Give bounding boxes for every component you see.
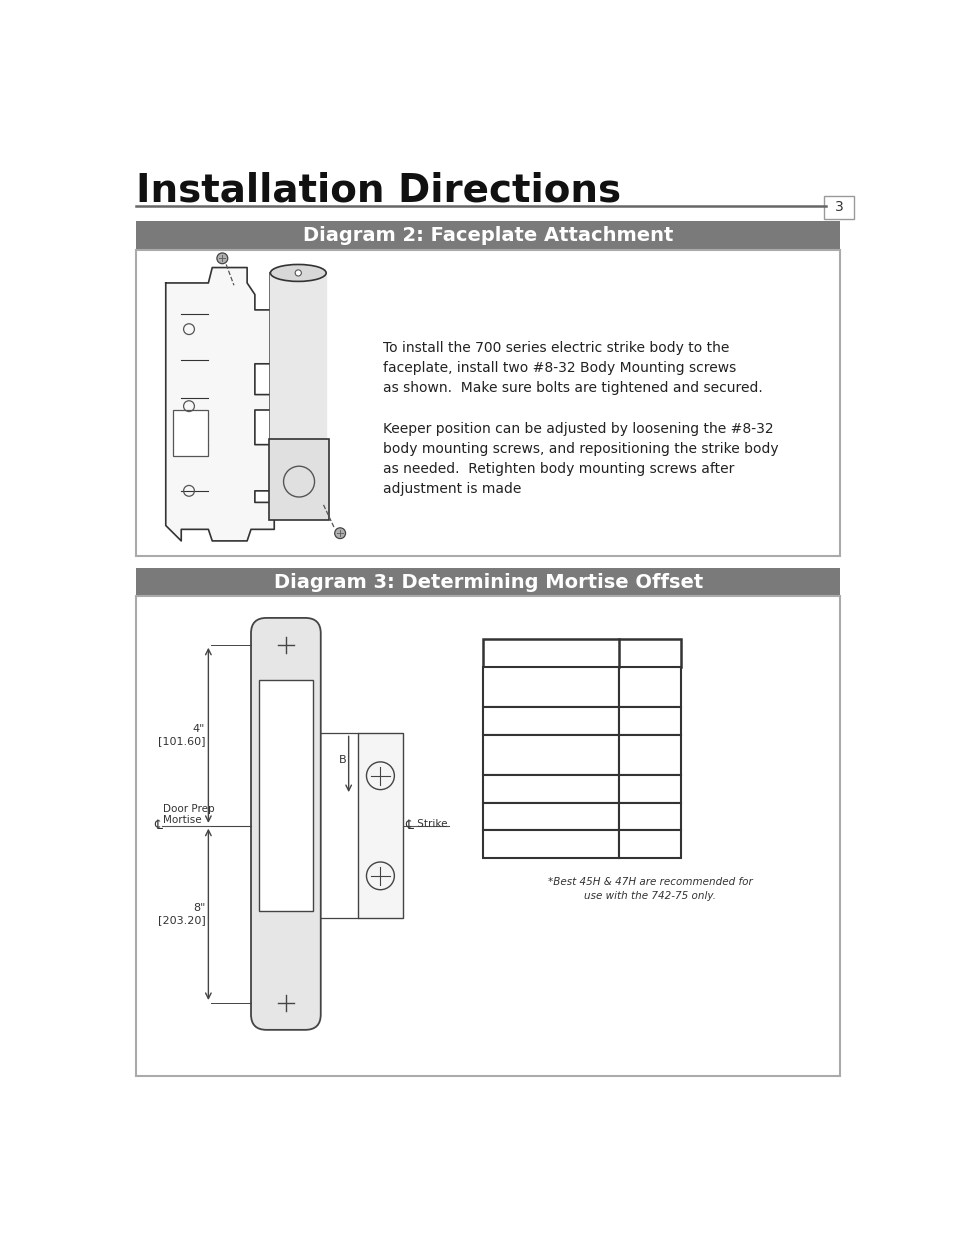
Text: *Best 45H & 47H are recommended for
use with the 742-75 only.: *Best 45H & 47H are recommended for use … [547,877,752,900]
Bar [173,410,208,456]
Bar [618,803,680,830]
Bar [483,667,618,708]
Text: YALE (8700): YALE (8700) [511,810,591,823]
Bar [618,708,680,735]
Circle shape [294,270,301,275]
Text: Strike: Strike [414,819,447,829]
Text: B: B [338,756,346,766]
Circle shape [335,527,345,538]
Bar [136,249,840,556]
Text: BEST 34H-37H: BEST 34H-37H [502,715,598,727]
Text: 3 /4": 3 /4" [634,782,665,795]
Bar [823,196,853,219]
Ellipse shape [270,264,326,282]
Text: 8"
[203.20]: 8" [203.20] [157,903,205,925]
Text: ℄: ℄ [153,819,162,832]
Bar [357,734,402,918]
Bar [269,440,329,520]
Bar [136,597,840,1076]
Text: Mortise: Mortise [163,815,202,825]
Text: ℄: ℄ [405,819,413,832]
FancyBboxPatch shape [251,618,320,1030]
Text: To install the 700 series electric strike body to the
faceplate, install two #8-: To install the 700 series electric strik… [382,341,761,395]
Bar [136,568,840,597]
Bar [618,735,680,776]
Bar [136,221,840,249]
Bar [618,830,680,858]
Text: Keeper position can be adjusted by loosening the #8-32
body mounting screws, and: Keeper position can be adjusted by loose… [382,421,778,495]
Text: CORBIN/RUSSWIN
ARROW, FALCON: CORBIN/RUSSWIN ARROW, FALCON [492,673,610,701]
Text: 7/8": 7/8" [636,810,663,823]
Text: Door Prep: Door Prep [163,804,214,814]
Bar [483,640,680,667]
Text: 3/16": 3/16" [632,748,667,762]
Text: 3: 3 [834,200,842,215]
Text: 1/8": 1/8" [636,837,663,851]
Text: 4"
[101.60]: 4" [101.60] [157,724,205,746]
Text: Diagram 3: Determining Mortise Offset: Diagram 3: Determining Mortise Offset [274,573,702,592]
Bar [483,776,618,803]
Bar [483,708,618,735]
Bar [483,803,618,830]
Bar [483,735,618,776]
Text: BEST 45H & 47H*: BEST 45H & 47H* [492,837,609,851]
Text: SCHLAGE: SCHLAGE [511,782,590,797]
Text: B: B [644,646,655,661]
Circle shape [216,253,228,264]
Bar [258,679,313,910]
Text: Installation Directions: Installation Directions [136,172,620,210]
Text: 1/4": 1/4" [636,715,663,727]
Bar [618,667,680,708]
Text: 0": 0" [642,680,657,694]
Text: SARGENT (8200)
YALE (8800): SARGENT (8200) YALE (8800) [496,741,606,769]
Polygon shape [270,273,326,452]
Text: Diagram 2: Faceplate Attachment: Diagram 2: Faceplate Attachment [303,226,673,245]
Bar [483,830,618,858]
Bar [618,776,680,803]
Text: MORTISE LOCK: MORTISE LOCK [493,646,609,661]
Polygon shape [166,268,274,541]
